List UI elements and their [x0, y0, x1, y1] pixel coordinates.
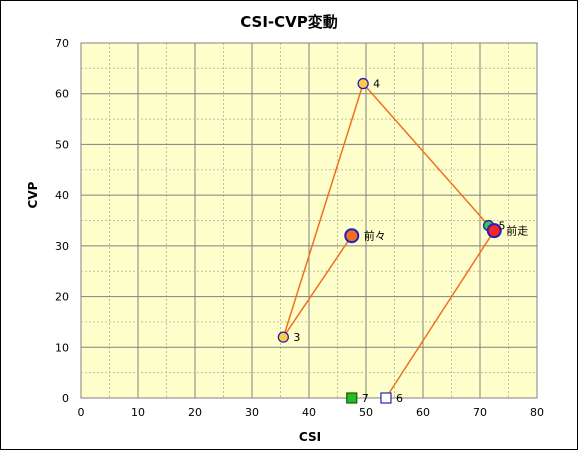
y-tick-label: 30	[55, 240, 69, 253]
x-tick-label: 40	[302, 406, 316, 419]
data-point-label: 前々	[364, 229, 386, 243]
x-tick-label: 70	[473, 406, 487, 419]
y-tick-label: 0	[62, 392, 69, 405]
x-tick-label: 60	[416, 406, 430, 419]
y-tick-label: 40	[55, 189, 69, 202]
data-point-label: 3	[293, 331, 300, 344]
data-point-label: 7	[362, 392, 369, 405]
x-tick-label: 80	[530, 406, 544, 419]
y-tick-label: 50	[55, 138, 69, 151]
data-point-marker	[344, 228, 360, 244]
data-point-label: 6	[396, 392, 403, 405]
y-tick-label: 70	[55, 37, 69, 50]
data-point-marker	[486, 223, 502, 239]
data-point-label: 5	[499, 220, 506, 233]
data-point-marker	[277, 331, 290, 343]
data-point-label: 前走	[506, 224, 528, 238]
data-point-marker	[380, 392, 392, 404]
data-point-marker	[357, 77, 369, 90]
y-axis-title: CVP	[26, 181, 40, 208]
data-point-label: 4	[373, 78, 380, 91]
x-axis-title: CSI	[299, 430, 321, 444]
y-tick-label: 20	[55, 291, 69, 304]
x-tick-label: 0	[78, 406, 85, 419]
x-tick-label: 10	[131, 406, 145, 419]
y-tick-label: 10	[55, 341, 69, 354]
x-tick-label: 30	[245, 406, 259, 419]
y-tick-label: 60	[55, 88, 69, 101]
x-tick-label: 20	[188, 406, 202, 419]
chart-title: CSI-CVP変動	[240, 13, 338, 31]
series-line	[282, 82, 496, 399]
x-tick-label: 50	[359, 406, 373, 419]
data-point-marker	[346, 392, 358, 404]
